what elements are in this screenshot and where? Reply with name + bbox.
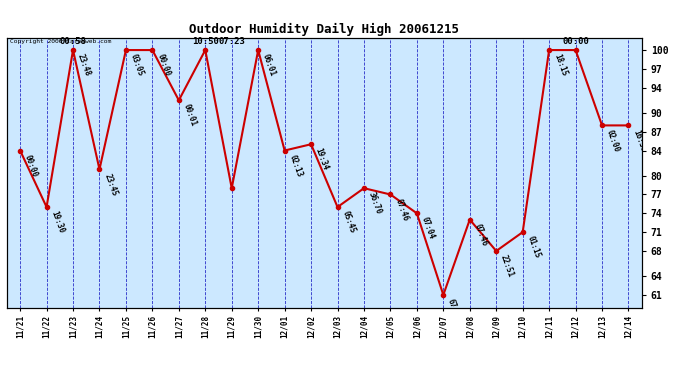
Text: 06:01: 06:01 <box>261 53 277 78</box>
Text: 23:48: 23:48 <box>76 53 92 78</box>
Text: 07:23: 07:23 <box>218 37 245 46</box>
Text: 18:15: 18:15 <box>552 53 569 78</box>
Text: 01:15: 01:15 <box>526 235 542 260</box>
Text: 07:04: 07:04 <box>420 216 436 241</box>
Text: 02:13: 02:13 <box>288 153 304 178</box>
Text: 00:01: 00:01 <box>181 103 198 128</box>
Title: Outdoor Humidity Daily High 20061215: Outdoor Humidity Daily High 20061215 <box>189 23 460 36</box>
Text: 07:46: 07:46 <box>473 222 489 247</box>
Text: 67:04: 67:04 <box>446 298 462 322</box>
Text: 05:45: 05:45 <box>340 210 357 235</box>
Text: 16:31: 16:31 <box>631 128 648 153</box>
Text: 02:00: 02:00 <box>605 128 621 153</box>
Text: 10:50: 10:50 <box>192 37 219 46</box>
Text: 00:00: 00:00 <box>155 53 172 78</box>
Text: 07:46: 07:46 <box>393 197 410 222</box>
Text: 19:34: 19:34 <box>314 147 331 172</box>
Text: 36:70: 36:70 <box>367 191 383 216</box>
Text: Copyright 2006 Caromweb.com: Copyright 2006 Caromweb.com <box>10 39 111 44</box>
Text: 22:51: 22:51 <box>499 254 515 279</box>
Text: 00:00: 00:00 <box>23 153 39 178</box>
Text: 00:00: 00:00 <box>562 37 589 46</box>
Text: 00:58: 00:58 <box>59 37 86 46</box>
Text: 19:30: 19:30 <box>50 210 66 235</box>
Text: 23:45: 23:45 <box>102 172 119 197</box>
Text: 03:05: 03:05 <box>129 53 145 78</box>
